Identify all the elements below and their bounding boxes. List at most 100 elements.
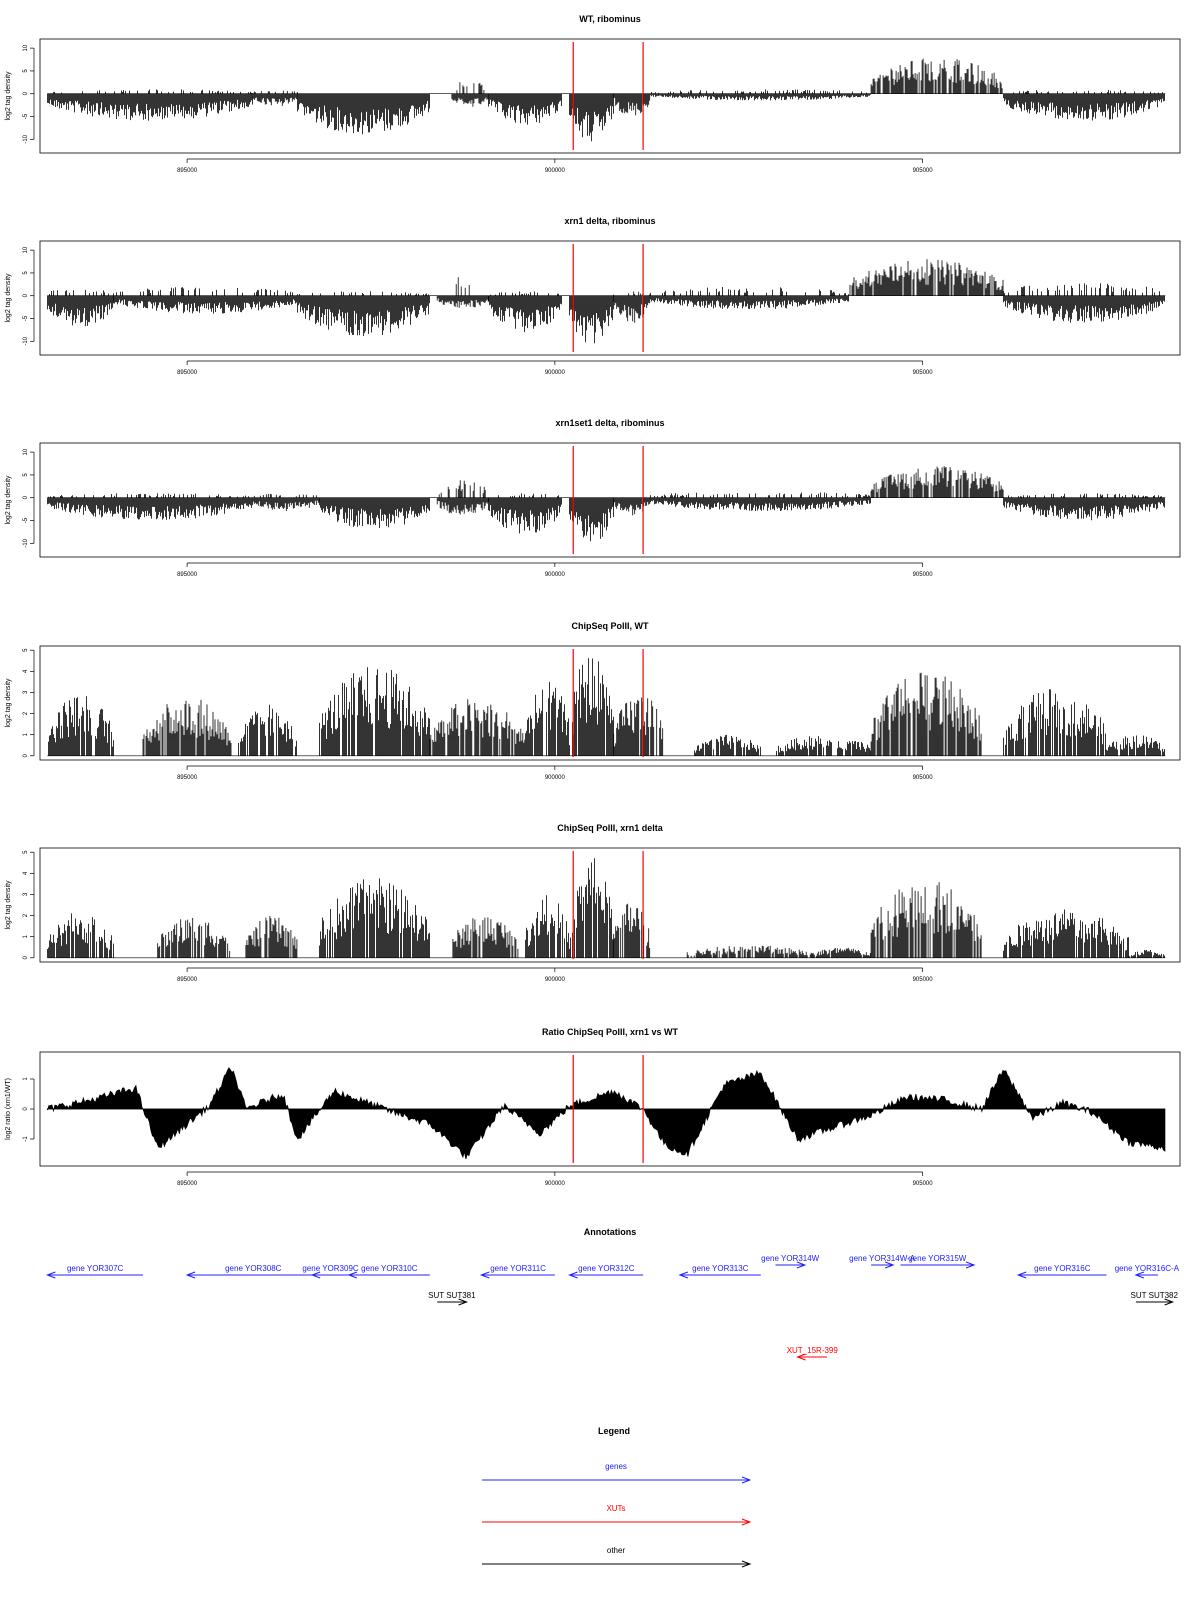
y-axis-label: log2 tag density [5,475,12,525]
y-tick-label: -10 [23,538,29,547]
data-bars [870,882,982,958]
y-tick-label: -1 [23,1136,29,1142]
y-tick-label: 5 [23,648,29,652]
annotation-feature: gene YOR314W [761,1254,820,1269]
annotation-feature: gene YOR314W-A [849,1254,916,1269]
data-segment [650,287,849,310]
data-segment [569,295,614,344]
feature-arrow-arrowhead [479,1271,490,1279]
feature-arrow-arrowhead [185,1271,196,1279]
feature-label: gene YOR316C-A [1115,1264,1180,1273]
data-bars [569,295,614,344]
data-segment [252,90,298,106]
feature-arrow-arrowhead [1016,1271,1027,1279]
legend-entry-xut: XUTs [482,1504,752,1526]
y-tick-label: 0 [23,91,29,95]
data-segment [569,497,614,542]
feature-label: SUT SUT382 [1131,1291,1179,1300]
y-tick-label: -10 [23,336,29,345]
data-segment [452,917,519,958]
annotation-feature: XUT_15R-399 [787,1346,839,1361]
data-bars [47,289,114,327]
y-tick-label: 10 [23,246,29,253]
data-bars [319,667,430,756]
data-bars [650,89,871,101]
data-segment [157,917,231,958]
plot-frame [39,442,1181,558]
y-tick-label: 10 [23,448,29,455]
data-segment [569,93,614,142]
data-bars [297,93,430,135]
legend-title: Legend [598,1426,630,1436]
annotation-feature: gene YOR313C [678,1264,761,1279]
data-segment [650,89,871,101]
y-tick-label: -10 [23,134,29,143]
y-tick-label: 1 [23,934,29,938]
data-bars [1003,493,1165,521]
annotations-title: Annotations [584,1227,637,1237]
y-tick-label: -5 [23,113,29,119]
legend-arrow-arrowhead [741,1476,752,1484]
legend-entry-gene: genes [482,1462,752,1484]
annotation-features: gene YOR307C gene YOR308C gene YOR309C gene… [45,1254,1180,1361]
annotation-feature: gene YOR309C [302,1264,359,1279]
data-bars [47,493,253,520]
legend-entry-other: other [482,1546,752,1568]
data-segment [613,497,651,516]
feature-label: gene YOR315W [908,1254,967,1263]
plot-frame [39,240,1181,356]
data-bars [48,696,114,756]
annotations-panel: Annotations gene YOR307C gene YOR308C gene… [45,1227,1180,1361]
x-tick-label: 900000 [545,168,566,174]
data-bars [525,681,570,756]
feature-label: XUT_15R-399 [787,1346,839,1355]
data-bars [569,497,614,542]
panel-title: xrn1 delta, ribominus [564,216,655,226]
data-bars [572,658,614,756]
y-tick-label: 0 [23,753,29,757]
feature-arrow-arrowhead [884,1261,895,1269]
data-bars [488,93,562,125]
feature-arrow-arrowhead [458,1298,469,1306]
feature-label: gene YOR312C [578,1264,635,1273]
y-tick-label: 2 [23,913,29,917]
data-bars [1128,949,1165,958]
data-bars [776,736,871,756]
data-segment [113,287,297,314]
feature-label: gene YOR316C [1034,1264,1091,1273]
data-segment [613,697,664,756]
data-bars [569,93,614,142]
y-tick-label: 5 [23,473,29,477]
x-tick-label: 905000 [913,977,934,983]
ratio-area [47,1067,1166,1160]
legend-arrow-arrowhead [741,1518,752,1526]
x-tick-label: 905000 [913,775,934,781]
data-bars [1003,283,1165,323]
data-bars [319,497,430,528]
data-bars [570,858,614,958]
data-bars [252,90,298,106]
feature-arrow-arrowhead [1134,1271,1145,1279]
y-tick-label: 4 [23,669,29,673]
data-bars [451,82,489,107]
data-segment [525,895,570,958]
data-bars [245,916,298,958]
y-tick-label: 5 [23,271,29,275]
y-axis-label: log2 tag density [5,678,12,728]
data-bars [1003,89,1165,121]
data-segment [1003,689,1106,756]
x-tick-label: 905000 [913,168,934,174]
data-bars [429,699,526,756]
data-segment [1128,949,1165,958]
data-segment [319,878,430,958]
data-segment [297,93,430,135]
feature-label: gene YOR314W-A [849,1254,916,1263]
data-bars [157,917,231,958]
y-tick-label: 0 [23,1107,29,1111]
data-bars [694,734,761,756]
data-segment [686,945,813,958]
legend: Legend genes XUTs other [482,1426,752,1568]
x-tick-label: 895000 [177,775,198,781]
